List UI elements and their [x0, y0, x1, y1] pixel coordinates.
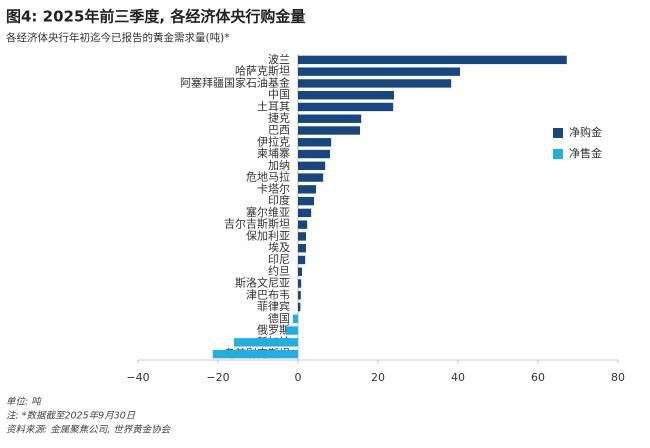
y-tick-label: 印尼	[268, 253, 290, 266]
y-tick-label: 津巴布韦	[246, 288, 290, 301]
x-tick-label: 20	[371, 371, 385, 384]
x-tick-label: 40	[451, 371, 465, 384]
chart-title: 图4: 2025年前三季度, 各经济体央行购金量	[6, 8, 305, 26]
bar	[298, 208, 312, 218]
y-tick-label: 加纳	[268, 159, 290, 172]
y-tick-label: 德国	[268, 311, 290, 325]
note: 资料来源: 金属聚焦公司, 世界黄金协会	[6, 424, 172, 436]
x-tick-label: 60	[531, 371, 545, 384]
bar	[298, 255, 306, 265]
legend-swatch	[553, 149, 563, 159]
bar	[298, 232, 306, 241]
bar	[298, 55, 567, 65]
bar	[298, 267, 302, 276]
bar	[286, 326, 298, 335]
y-tick-label: 吉尔吉斯斯坦	[224, 217, 290, 231]
y-tick-label: 中国	[268, 88, 290, 101]
y-tick-label: 埃及	[268, 240, 290, 254]
y-tick-label: 土耳其	[257, 100, 290, 113]
bar	[298, 220, 308, 229]
y-tick-label: 柬埔寨	[257, 146, 290, 160]
y-tick-label: 哈萨克斯坦	[235, 64, 290, 78]
y-tick-label: 波兰	[268, 53, 290, 66]
bar	[292, 314, 298, 324]
y-tick-label: 危地马拉	[246, 170, 290, 184]
bar	[234, 338, 298, 347]
y-tick-label: 俄罗斯	[257, 324, 290, 337]
bar	[298, 114, 362, 123]
x-tick-label: −20	[206, 371, 229, 384]
y-tick-label: 约旦	[268, 265, 290, 278]
note: 注: *数据截至2025年9月30日	[6, 410, 136, 422]
bar	[298, 196, 314, 206]
x-tick-label: 80	[611, 371, 625, 384]
y-tick-label: 印度	[268, 193, 290, 207]
bar	[298, 67, 460, 76]
bar	[298, 243, 306, 253]
y-tick-label: 卡塔尔	[257, 182, 290, 195]
legend-label: 净购金	[569, 125, 602, 139]
bar	[298, 138, 332, 147]
bar	[298, 149, 330, 159]
bar	[298, 173, 324, 182]
y-tick-label: 菲律宾	[257, 299, 290, 313]
y-tick-label: 保加利亚	[246, 228, 290, 242]
note: 单位: 吨	[6, 396, 42, 408]
legend-swatch	[553, 128, 563, 138]
bar	[298, 185, 316, 194]
y-tick-label: 伊拉克	[257, 134, 290, 148]
bar	[298, 90, 394, 100]
bar	[298, 302, 301, 312]
x-tick-label: −40	[126, 371, 149, 384]
bar	[298, 279, 302, 288]
y-tick-label: 塞尔维亚	[246, 205, 290, 219]
y-tick-label: 斯洛文尼亚	[235, 276, 290, 290]
x-tick-label: 0	[295, 371, 302, 384]
bar	[298, 79, 452, 88]
legend-label: 净售金	[569, 146, 602, 160]
bar	[298, 126, 360, 135]
bar	[298, 161, 326, 171]
bar	[212, 349, 298, 359]
bar	[298, 291, 301, 300]
y-tick-label: 阿塞拜疆国家石油基金	[180, 75, 290, 89]
y-tick-label: 捷克	[268, 111, 290, 125]
chart-subtitle: 各经济体央行年初迄今已报告的黄金需求量(吨)*	[6, 31, 229, 44]
bar	[298, 102, 394, 112]
y-tick-label: 巴西	[268, 124, 290, 137]
